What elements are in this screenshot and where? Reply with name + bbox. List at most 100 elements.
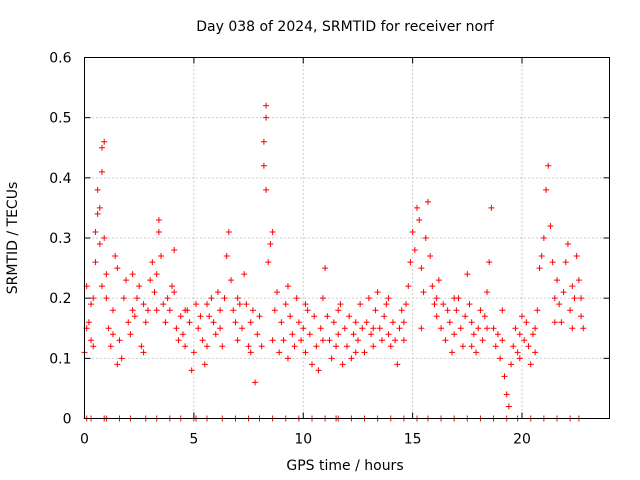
data-point xyxy=(256,313,263,320)
data-point xyxy=(99,168,105,175)
data-point xyxy=(241,271,248,278)
x-tick-label: 15 xyxy=(404,432,422,448)
data-point xyxy=(519,313,525,320)
data-point xyxy=(328,355,335,362)
data-point xyxy=(372,307,379,314)
data-point xyxy=(243,301,250,308)
data-point xyxy=(508,361,515,368)
data-point xyxy=(197,313,204,320)
data-point xyxy=(234,337,241,344)
data-point xyxy=(468,319,475,326)
data-point xyxy=(387,343,394,350)
y-tick-label: 0.2 xyxy=(49,291,71,307)
data-point xyxy=(114,265,121,272)
data-point xyxy=(420,289,427,296)
data-point xyxy=(361,349,368,356)
data-point xyxy=(265,259,272,266)
data-point xyxy=(317,325,324,332)
data-point xyxy=(125,319,132,326)
data-point xyxy=(453,307,460,314)
data-point xyxy=(444,307,451,314)
data-point xyxy=(376,325,383,332)
data-point xyxy=(532,349,539,356)
data-point xyxy=(326,337,333,344)
data-point xyxy=(383,301,390,308)
data-point xyxy=(414,204,420,211)
data-point xyxy=(379,337,385,344)
data-point xyxy=(490,325,497,332)
data-point xyxy=(494,331,501,338)
data-point xyxy=(501,373,508,380)
data-point xyxy=(284,283,291,290)
data-point xyxy=(464,271,471,278)
data-point xyxy=(525,343,532,350)
data-point xyxy=(503,391,510,398)
data-point xyxy=(385,295,392,302)
y-tick-label: 0.3 xyxy=(49,231,71,247)
data-point xyxy=(396,325,403,332)
data-point xyxy=(435,277,442,284)
data-point xyxy=(88,337,95,344)
data-point xyxy=(512,325,519,332)
data-point xyxy=(350,331,357,338)
data-point xyxy=(418,265,425,272)
data-point xyxy=(214,289,221,296)
data-point xyxy=(212,331,219,338)
data-point xyxy=(357,301,364,308)
data-point xyxy=(92,259,99,266)
data-point xyxy=(543,186,550,193)
data-point xyxy=(201,361,208,368)
data-point xyxy=(438,325,445,332)
data-point xyxy=(411,247,418,254)
data-point xyxy=(538,253,545,260)
data-point xyxy=(293,295,300,302)
data-point xyxy=(468,343,475,350)
data-point xyxy=(499,337,506,344)
data-point xyxy=(291,343,298,350)
data-point xyxy=(429,283,436,290)
data-point xyxy=(171,289,178,296)
data-point xyxy=(166,307,173,314)
axes: 0 0.1 0.2 0.3 0.4 0.5 0.6 0 5 10 15 20 xyxy=(49,51,610,448)
data-point xyxy=(315,367,322,374)
data-point xyxy=(280,337,287,344)
data-point xyxy=(532,325,539,332)
data-point xyxy=(304,307,311,314)
data-point xyxy=(427,253,434,260)
data-point xyxy=(374,289,381,296)
data-point xyxy=(116,337,123,344)
data-point xyxy=(90,295,97,302)
data-point xyxy=(365,295,372,302)
data-point xyxy=(564,241,571,248)
data-point xyxy=(127,331,134,338)
data-point xyxy=(492,343,499,350)
data-point xyxy=(101,235,108,241)
data-point xyxy=(370,325,377,332)
data-point xyxy=(94,186,101,193)
data-point xyxy=(319,337,326,344)
data-point xyxy=(129,271,136,278)
data-point xyxy=(330,319,337,326)
data-point xyxy=(169,283,175,290)
data-point xyxy=(484,289,490,296)
data-point xyxy=(560,289,567,296)
data-point xyxy=(348,355,355,362)
data-point xyxy=(567,307,574,314)
data-point xyxy=(473,349,480,356)
data-point xyxy=(136,283,143,290)
data-point xyxy=(499,307,506,314)
data-point xyxy=(562,259,569,266)
data-point xyxy=(344,343,350,350)
data-point xyxy=(573,253,580,260)
data-point xyxy=(247,319,254,326)
data-point xyxy=(160,301,167,308)
data-point xyxy=(147,277,154,284)
data-point xyxy=(523,319,530,326)
data-point xyxy=(129,307,136,314)
data-point xyxy=(99,144,105,151)
data-point xyxy=(193,301,200,308)
data-point xyxy=(151,289,158,296)
data-point xyxy=(578,295,585,302)
data-point xyxy=(514,349,521,356)
data-point xyxy=(263,114,270,121)
